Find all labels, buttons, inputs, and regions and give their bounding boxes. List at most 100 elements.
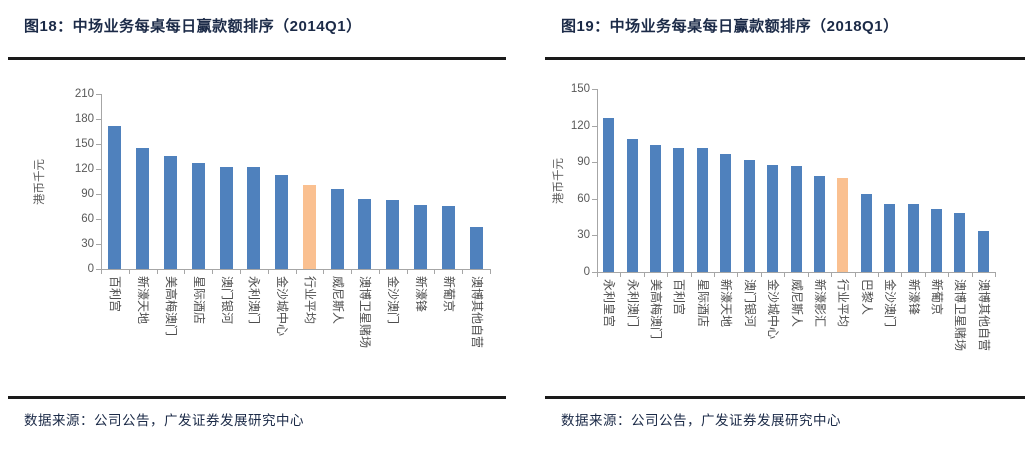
bar	[884, 203, 896, 272]
figure-18-bottom-rule	[8, 396, 506, 399]
report-figures-row: 图18：中场业务每桌每日赢款额排序（2014Q1） 港币千元 0 30 60 90 12…	[8, 0, 1025, 429]
x-axis-tick	[924, 273, 926, 277]
x-axis-label: 金沙城中心	[275, 276, 290, 337]
x-axis-tick	[995, 273, 996, 277]
y-axis-tick	[96, 194, 101, 195]
bar	[673, 147, 685, 272]
figure-19-source: 数据来源：公司公告，广发证券发展研究中心	[561, 413, 841, 428]
y-axis-tick-label: 120	[74, 163, 94, 175]
x-axis-label: 新濠天地	[719, 279, 734, 328]
x-axis-label: 巴黎人	[859, 279, 874, 316]
y-axis-line	[101, 94, 102, 269]
bar	[954, 213, 966, 272]
figure-19-bottom-rule	[545, 396, 1025, 399]
x-axis-label: 永利澳门	[247, 276, 262, 325]
x-axis-tick	[948, 273, 950, 277]
bar	[650, 145, 662, 272]
y-axis-tick-label: 30	[81, 238, 94, 250]
x-axis-tick	[807, 273, 809, 277]
x-axis-tick	[462, 270, 464, 274]
x-axis-label: 澳博其他自营	[976, 279, 991, 352]
y-axis-tick	[592, 235, 597, 237]
y-axis-tick-label: 90	[577, 156, 590, 169]
bar	[767, 164, 779, 272]
y-axis-tick-label: 90	[81, 188, 94, 200]
bar	[219, 167, 233, 269]
bar	[330, 189, 344, 269]
x-axis-tick	[690, 273, 692, 277]
x-axis-tick	[760, 273, 762, 277]
y-axis-tick-label: 30	[577, 229, 590, 242]
x-axis-label: 新濠锋	[906, 279, 921, 316]
y-axis-title: 港币千元	[553, 157, 565, 204]
y-axis-title: 港币千元	[34, 158, 46, 205]
figure-18-chart: 港币千元 0 30 60 90 120 150 180 210 百利宫 新濠天地 美高梅澳门 星际酒店…	[8, 60, 506, 396]
y-axis-tick-label: 120	[570, 119, 590, 132]
figure-19-top-rule	[545, 57, 1025, 60]
x-axis-label: 永利澳门	[625, 279, 640, 328]
y-axis-tick-label: 150	[570, 83, 590, 95]
x-axis-label: 金沙澳门	[386, 276, 401, 325]
bar	[930, 208, 942, 272]
x-axis-tick	[620, 273, 622, 277]
x-axis-tick	[212, 270, 214, 274]
x-axis-tick	[295, 270, 297, 274]
y-axis-line	[597, 89, 598, 272]
x-axis-tick	[877, 273, 879, 277]
x-axis-label: 新葡京	[929, 279, 944, 316]
x-axis-label: 新葡京	[441, 276, 456, 313]
y-axis-tick-label: 60	[577, 192, 590, 205]
y-axis-tick-label: 0	[583, 266, 590, 278]
bar	[743, 159, 755, 272]
x-axis-label: 澳门银河	[219, 276, 234, 325]
bar	[275, 174, 289, 269]
x-axis-line	[597, 272, 996, 273]
x-axis-label: 星际酒店	[695, 279, 710, 328]
x-axis-tick	[406, 270, 408, 274]
x-axis-label: 金沙澳门	[883, 279, 898, 328]
x-axis-label: 金沙城中心	[766, 279, 781, 340]
y-axis-tick-label: 60	[81, 213, 94, 225]
x-axis-label: 百利宫	[108, 276, 123, 313]
figure-19-title: 图19：中场业务每桌每日赢款额排序（2018Q1）	[561, 18, 899, 35]
figure-19-chart: 港币千元 0 30 60 90 120 150 永利皇宫 永利澳门 美高梅澳门 百利宫 星际酒店 新濠…	[545, 60, 1025, 396]
y-axis-tick	[592, 89, 597, 90]
y-axis-tick	[96, 144, 101, 145]
figure-18-title: 图18：中场业务每桌每日赢款额排序（2014Q1）	[24, 18, 362, 35]
x-axis-tick	[597, 273, 598, 277]
x-axis-label: 威尼斯人	[330, 276, 345, 325]
bar	[386, 199, 400, 269]
x-axis-tick	[128, 270, 130, 274]
x-axis-tick	[854, 273, 856, 277]
y-axis-tick	[592, 272, 597, 273]
x-axis-label: 澳博其他自营	[469, 276, 484, 349]
bar-industry-average-highlight	[837, 178, 849, 272]
bar	[247, 167, 261, 269]
x-axis-tick	[351, 270, 353, 274]
x-axis-tick	[378, 270, 380, 274]
x-axis-label: 百利宫	[672, 279, 687, 316]
x-axis-tick	[667, 273, 669, 277]
x-axis-label: 行业平均	[836, 279, 851, 328]
x-axis-label: 美高梅澳门	[163, 276, 178, 337]
figure-18-top-rule	[8, 57, 506, 60]
x-axis-label: 澳博卫星赌场	[358, 276, 373, 349]
y-axis-tick	[96, 269, 101, 270]
x-axis-line	[101, 269, 491, 270]
bar	[790, 165, 802, 272]
bar	[977, 230, 989, 272]
bar	[163, 155, 177, 269]
bar	[441, 205, 455, 269]
x-axis-label: 行业平均	[302, 276, 317, 325]
x-axis-tick	[901, 273, 903, 277]
x-axis-label: 新濠天地	[136, 276, 151, 325]
figure-19: 图19：中场业务每桌每日赢款额排序（2018Q1） 港币千元 0 30 60 90 12…	[545, 0, 1025, 429]
bar	[191, 163, 205, 269]
x-axis-tick	[784, 273, 786, 277]
figure-18: 图18：中场业务每桌每日赢款额排序（2014Q1） 港币千元 0 30 60 90 12…	[8, 0, 506, 429]
bar	[358, 199, 372, 269]
y-axis-tick-label: 0	[87, 263, 94, 275]
y-axis-tick-label: 210	[74, 88, 94, 100]
bar	[108, 125, 122, 269]
y-axis-tick	[592, 125, 597, 127]
